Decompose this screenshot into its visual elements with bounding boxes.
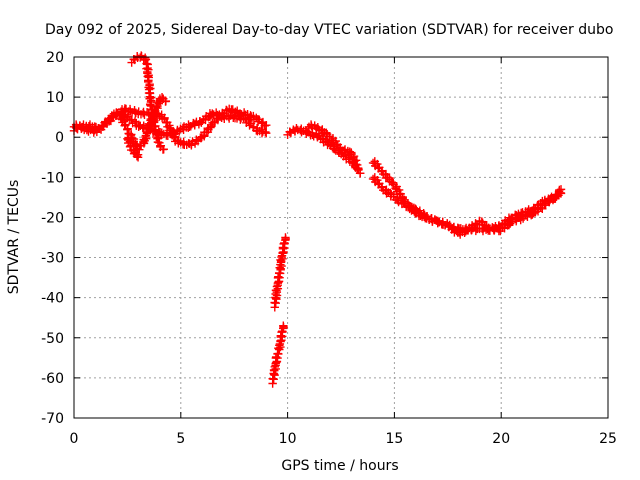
- data-point: [427, 214, 436, 223]
- series-track-mid-b: [304, 120, 365, 178]
- data-point: [159, 145, 168, 154]
- series-track-vertical-lower: [268, 321, 288, 388]
- series-track-vertical-upper: [270, 233, 290, 312]
- data-point: [281, 233, 290, 242]
- data-point: [130, 117, 140, 126]
- y-tick-label: 10: [46, 90, 64, 106]
- axis-ticks: [73, 56, 609, 419]
- data-point: [262, 120, 271, 130]
- data-point: [353, 160, 362, 170]
- x-tick-labels: 0 5 10 15 20 25: [70, 431, 617, 447]
- y-tick-label: -70: [41, 411, 64, 427]
- y-tick-label: -20: [41, 210, 64, 226]
- y-tick-label: -40: [41, 291, 64, 307]
- data-point: [270, 362, 280, 371]
- y-tick-label: -50: [41, 331, 64, 347]
- y-tick-label: -30: [41, 251, 64, 267]
- data-point: [279, 321, 288, 330]
- series-track-main-b: [69, 104, 271, 150]
- x-axis-label: GPS time / hours: [281, 458, 398, 474]
- y-tick-label: 0: [55, 130, 64, 146]
- data-point: [123, 125, 132, 134]
- x-tick-label: 0: [70, 431, 79, 447]
- data-point: [161, 96, 171, 106]
- data-point: [556, 189, 566, 198]
- data-point: [235, 109, 245, 118]
- x-tick-label: 15: [385, 431, 403, 447]
- data-point: [275, 341, 284, 350]
- y-axis-label: SDTVAR / TECUs: [6, 180, 22, 295]
- chart-title: Day 092 of 2025, Sidereal Day-to-day VTE…: [45, 22, 613, 38]
- data-point: [262, 129, 271, 138]
- y-tick-label: 20: [46, 50, 64, 66]
- data-point: [433, 216, 443, 226]
- data-point: [272, 282, 282, 291]
- series-track-late-b: [368, 173, 566, 239]
- data-point: [132, 151, 142, 161]
- data-points: [69, 51, 566, 388]
- y-tick-label: -60: [41, 371, 64, 387]
- data-point: [302, 127, 312, 136]
- series-track-late-a: [368, 157, 566, 236]
- data-point: [134, 120, 144, 129]
- data-point: [141, 132, 150, 142]
- plot-frame: [73, 56, 609, 419]
- x-tick-label: 5: [176, 431, 185, 447]
- y-tick-label: -10: [41, 170, 64, 186]
- data-point: [146, 100, 155, 110]
- x-tick-label: 10: [279, 431, 297, 447]
- series-track-spike-b: [116, 92, 171, 154]
- data-point: [277, 252, 286, 262]
- y-tick-labels: -70 -60 -50 -40 -30 -20 -10 0 10 20: [41, 50, 64, 427]
- data-point: [133, 153, 143, 162]
- data-point: [356, 169, 365, 178]
- data-point: [411, 204, 420, 213]
- data-point: [482, 221, 491, 230]
- data-point: [157, 92, 167, 102]
- grid-lines: [74, 57, 608, 418]
- series-track-drop: [123, 133, 143, 162]
- data-point: [208, 109, 217, 118]
- x-tick-label: 20: [492, 431, 510, 447]
- data-point: [195, 116, 205, 126]
- x-tick-label: 25: [599, 431, 617, 447]
